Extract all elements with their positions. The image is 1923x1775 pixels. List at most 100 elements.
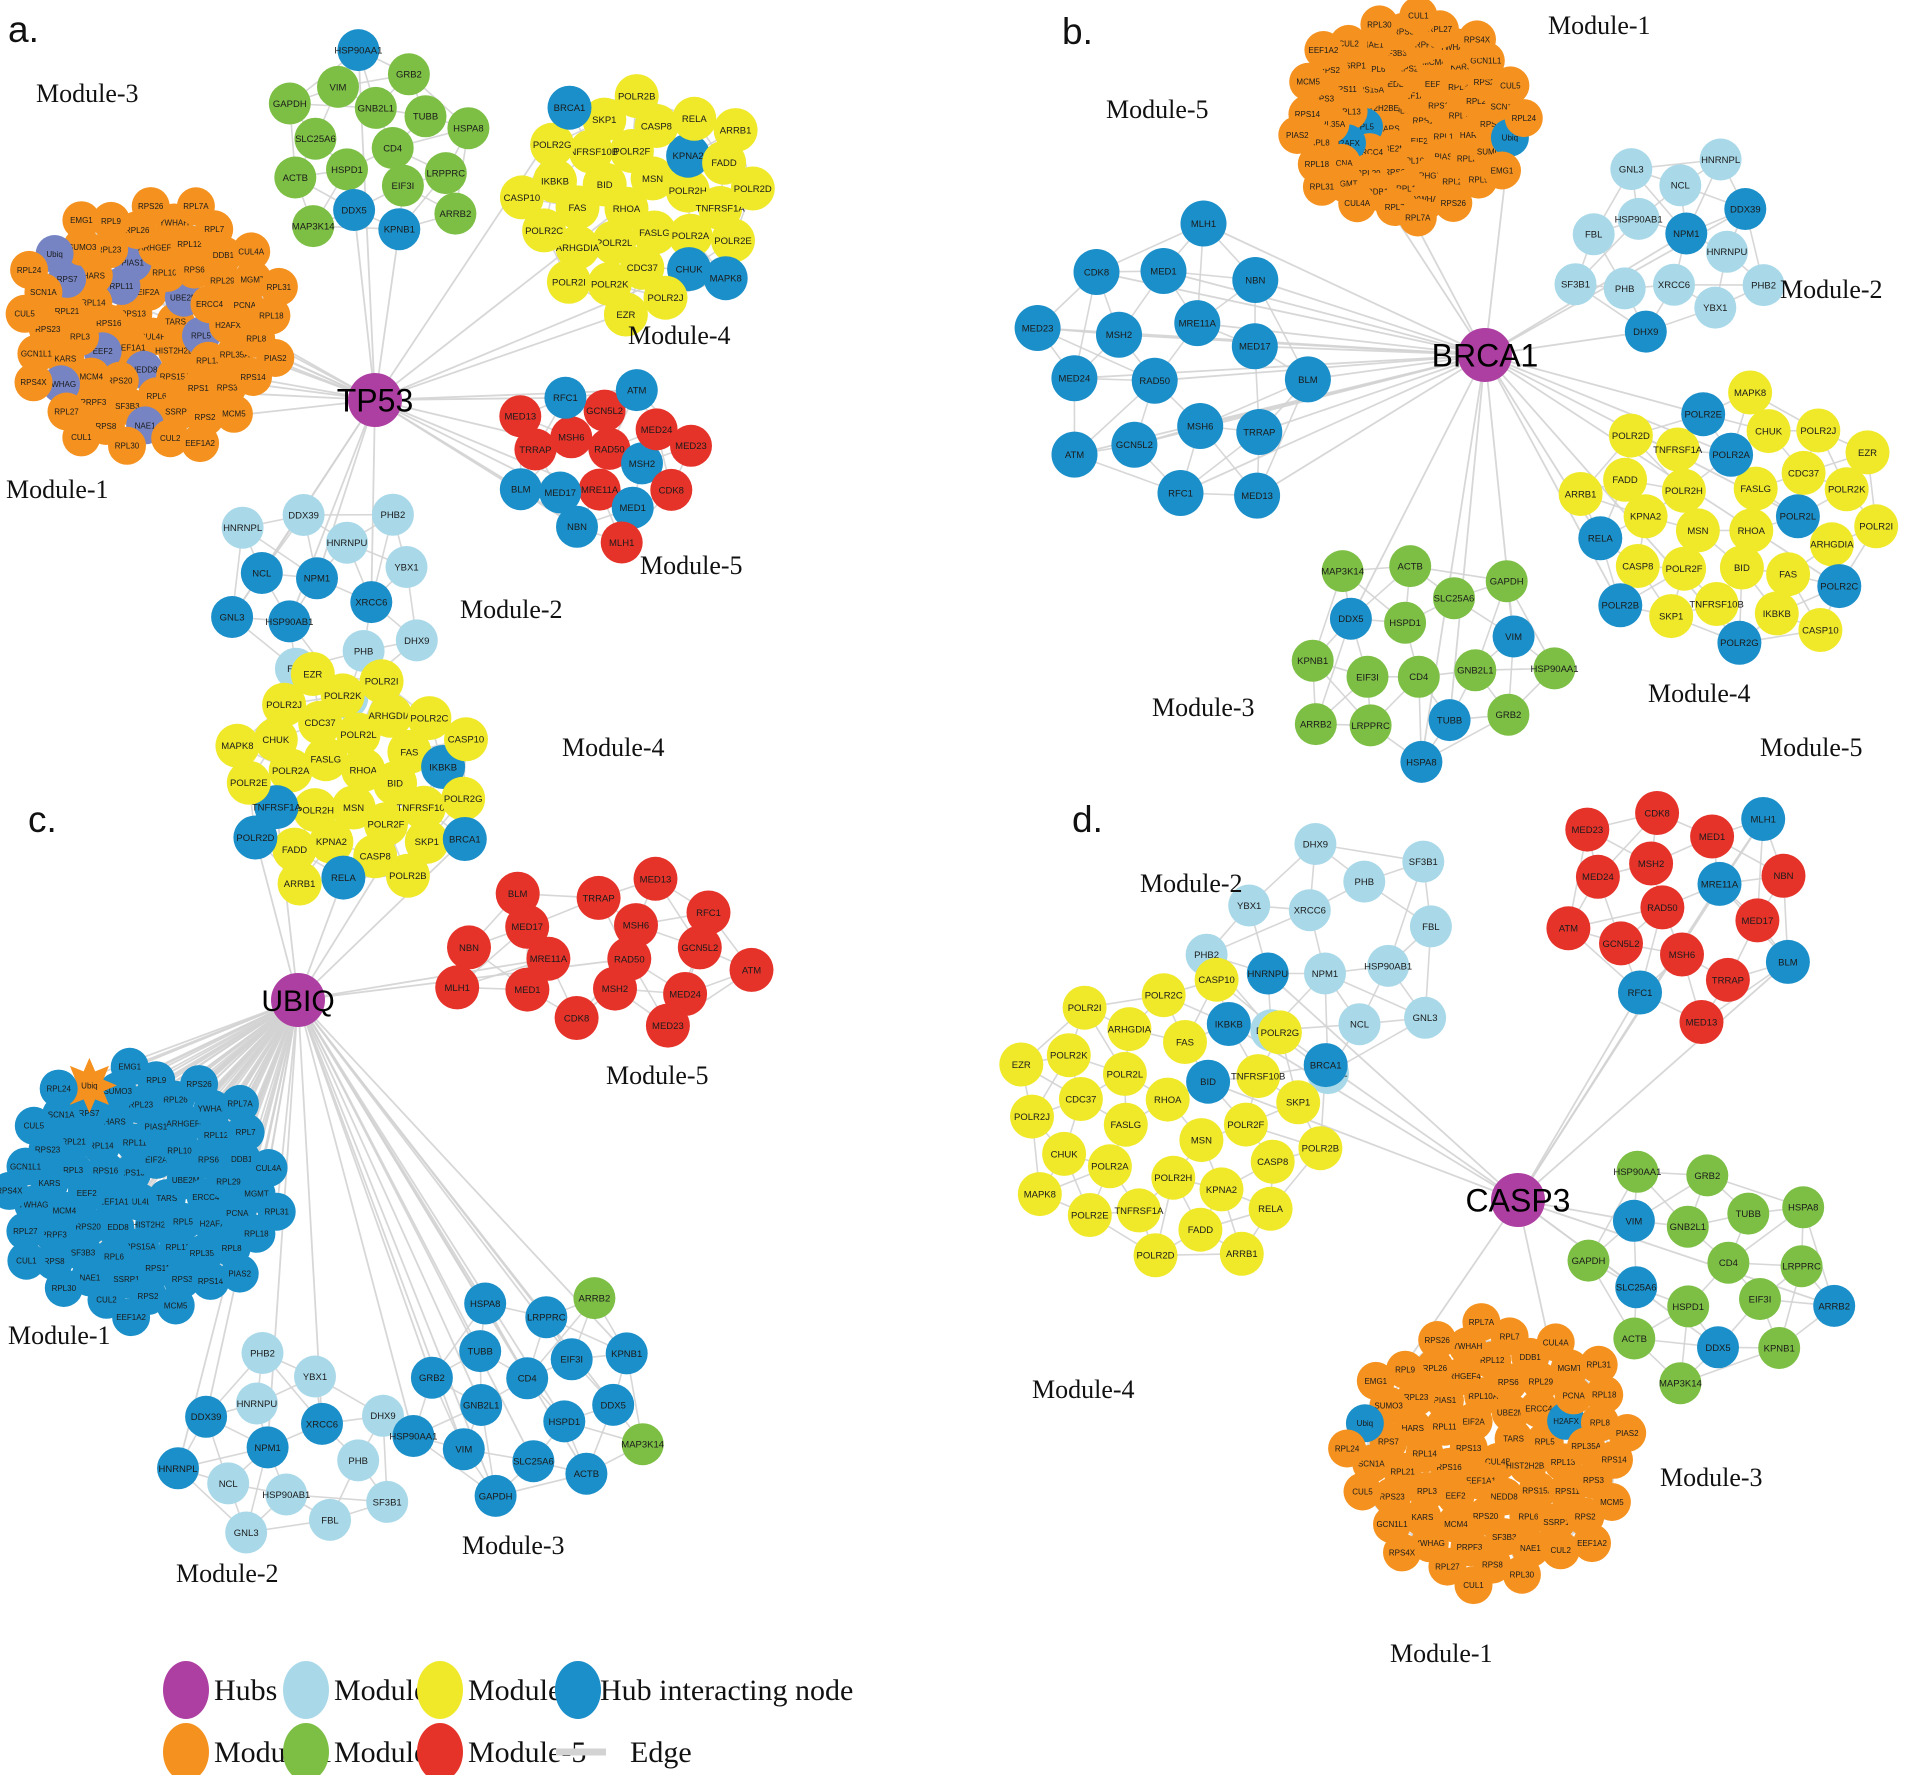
node-label-HSP90AA1: HSP90AA1 <box>389 1431 437 1442</box>
node-label-MAPK8: MAPK8 <box>1024 1190 1056 1201</box>
node-label-RPS3: RPS3 <box>1583 1476 1604 1485</box>
node-label-ARHGEF4: ARHGEF4 <box>1443 1372 1481 1381</box>
hub-label-UBIQ: UBIQ <box>261 985 334 1018</box>
node-label-RPL12: RPL12 <box>1396 184 1421 193</box>
node-label-NPM1: NPM1 <box>254 1443 280 1454</box>
node-label-RPL10A: RPL10A <box>1468 1392 1498 1401</box>
node-CUL4A: CUL4A <box>1536 1323 1575 1362</box>
node-CASP10: CASP10 <box>1194 957 1239 1002</box>
node-label-EEF1A2: EEF1A2 <box>116 1313 146 1322</box>
node-YBX1: YBX1 <box>294 1355 336 1398</box>
node-label-RPS26: RPS26 <box>186 1080 212 1089</box>
node-label-MCM4: MCM4 <box>80 372 104 381</box>
node-LRPPRC: LRPPRC <box>424 152 467 195</box>
panel-d-module-3-label: Module-3 <box>1660 1463 1763 1492</box>
node-POLR2D: POLR2D <box>1133 1233 1178 1278</box>
node-GCN5L2: GCN5L2 <box>677 925 722 970</box>
node-label-CASP10: CASP10 <box>1198 975 1234 986</box>
node-ATM: ATM <box>1546 906 1591 951</box>
node-label-RPL13: RPL13 <box>166 1243 191 1252</box>
node-label-MRE11A: MRE11A <box>530 954 568 965</box>
node-MSN: MSN <box>1179 1118 1224 1163</box>
node-label-SUMO3: SUMO3 <box>68 243 97 252</box>
node-label-KPNB1: KPNB1 <box>1764 1343 1795 1354</box>
node-MCM5: MCM5 <box>1289 62 1328 101</box>
node-MED23: MED23 <box>1014 305 1061 351</box>
node-label-POLR2J: POLR2J <box>1014 1112 1050 1123</box>
node-POLR2A: POLR2A <box>1087 1144 1132 1189</box>
node-label-RPL10A: RPL10A <box>152 269 182 278</box>
node-POLR2G: POLR2G <box>1717 620 1762 665</box>
node-label-RHOA: RHOA <box>349 765 377 776</box>
panel-c-module-4-label: Module-4 <box>562 733 665 762</box>
node-NPM1: NPM1 <box>246 1426 289 1469</box>
node-label-POLR2G: POLR2G <box>444 794 483 805</box>
node-label-TUBB: TUBB <box>413 112 438 123</box>
node-label-GNL3: GNL3 <box>1413 1013 1438 1024</box>
node-label-LRPPRC: LRPPRC <box>527 1313 566 1324</box>
panel-b-module-5-label: Module-5 <box>1106 95 1209 124</box>
node-POLR2D: POLR2D <box>233 815 278 860</box>
node-label-MRE11A: MRE11A <box>1701 879 1739 890</box>
node-label-RPL14: RPL14 <box>81 298 106 307</box>
node-label-SF3B1: SF3B1 <box>373 1497 402 1508</box>
node-label-EZR: EZR <box>1858 448 1877 459</box>
node-label-POLR2D: POLR2D <box>236 833 274 844</box>
node-HSP90AB1: HSP90AB1 <box>1615 197 1663 240</box>
node-label-GCN5L2: GCN5L2 <box>681 943 718 954</box>
node-label-MED1: MED1 <box>514 985 540 996</box>
node-EEF1A2: EEF1A2 <box>112 1298 151 1337</box>
node-MED1: MED1 <box>1140 248 1187 294</box>
node-CASP8: CASP8 <box>1250 1139 1295 1184</box>
node-ACTB: ACTB <box>1613 1317 1656 1360</box>
node-label-HIST2H2BE: HIST2H2BE <box>1355 104 1399 113</box>
node-label-RELA: RELA <box>1258 1204 1283 1215</box>
node-label-PHB2: PHB2 <box>380 510 405 521</box>
node-label-RPL35A: RPL35A <box>1571 1442 1601 1451</box>
node-label-CDC37: CDC37 <box>627 263 658 274</box>
node-label-EEF1A1: EEF1A1 <box>1466 1477 1496 1486</box>
node-label-MSN: MSN <box>642 174 663 185</box>
node-label-POLR2B: POLR2B <box>1302 1144 1340 1155</box>
node-label-MED1: MED1 <box>619 503 645 514</box>
node-label-RPS26: RPS26 <box>138 202 164 211</box>
node-label-PCNA: PCNA <box>234 301 257 310</box>
node-ARRB1: ARRB1 <box>1558 472 1603 516</box>
node-POLR2E: POLR2E <box>1681 392 1726 437</box>
node-label-FASLG: FASLG <box>639 228 670 239</box>
node-GNB2L1: GNB2L1 <box>1454 649 1497 692</box>
node-label-YBX1: YBX1 <box>1237 901 1261 912</box>
node-label-CUL1: CUL1 <box>1463 1581 1484 1590</box>
node-NBN: NBN <box>1761 853 1806 898</box>
node-label-SF3B1: SF3B1 <box>1409 857 1438 868</box>
node-ATM: ATM <box>1051 431 1098 478</box>
node-BLM: BLM <box>1765 939 1810 984</box>
node-label-ARRB1: ARRB1 <box>1565 489 1597 500</box>
node-label-GNB2L1: GNB2L1 <box>463 1400 499 1411</box>
node-POLR2C: POLR2C <box>407 696 452 741</box>
node-label-RPS23: RPS23 <box>35 1145 61 1154</box>
node-LRPPRC: LRPPRC <box>525 1296 568 1339</box>
node-CDC37: CDC37 <box>1781 450 1826 495</box>
node-POLR2F: POLR2F <box>1223 1102 1268 1147</box>
node-RELA: RELA <box>1578 516 1623 561</box>
node-label-FADD: FADD <box>1188 1225 1213 1236</box>
node-label-RPS6: RPS6 <box>184 265 205 274</box>
node-label-RPS26: RPS26 <box>1441 199 1467 208</box>
node-label-RPL26: RPL26 <box>163 1096 188 1105</box>
node-NPM1: NPM1 <box>1304 952 1346 995</box>
node-label-RPL21: RPL21 <box>1466 97 1491 106</box>
node-GNL3: GNL3 <box>225 1511 268 1554</box>
hub-label-BRCA1: BRCA1 <box>1432 338 1539 374</box>
node-label-RPS3: RPS3 <box>1313 94 1334 103</box>
node-TRRAP: TRRAP <box>514 428 557 471</box>
node-label-HNRNPL: HNRNPL <box>223 523 262 534</box>
node-label-NPM1: NPM1 <box>1312 969 1338 980</box>
node-POLR2E: POLR2E <box>226 760 271 805</box>
node-RPL30: RPL30 <box>44 1269 83 1307</box>
node-ACTB: ACTB <box>565 1452 608 1495</box>
node-GAPDH: GAPDH <box>268 82 311 125</box>
node-RPL30: RPL30 <box>108 426 146 465</box>
node-label-HSP90AA1: HSP90AA1 <box>334 46 382 57</box>
node-CASP10: CASP10 <box>1798 608 1843 652</box>
